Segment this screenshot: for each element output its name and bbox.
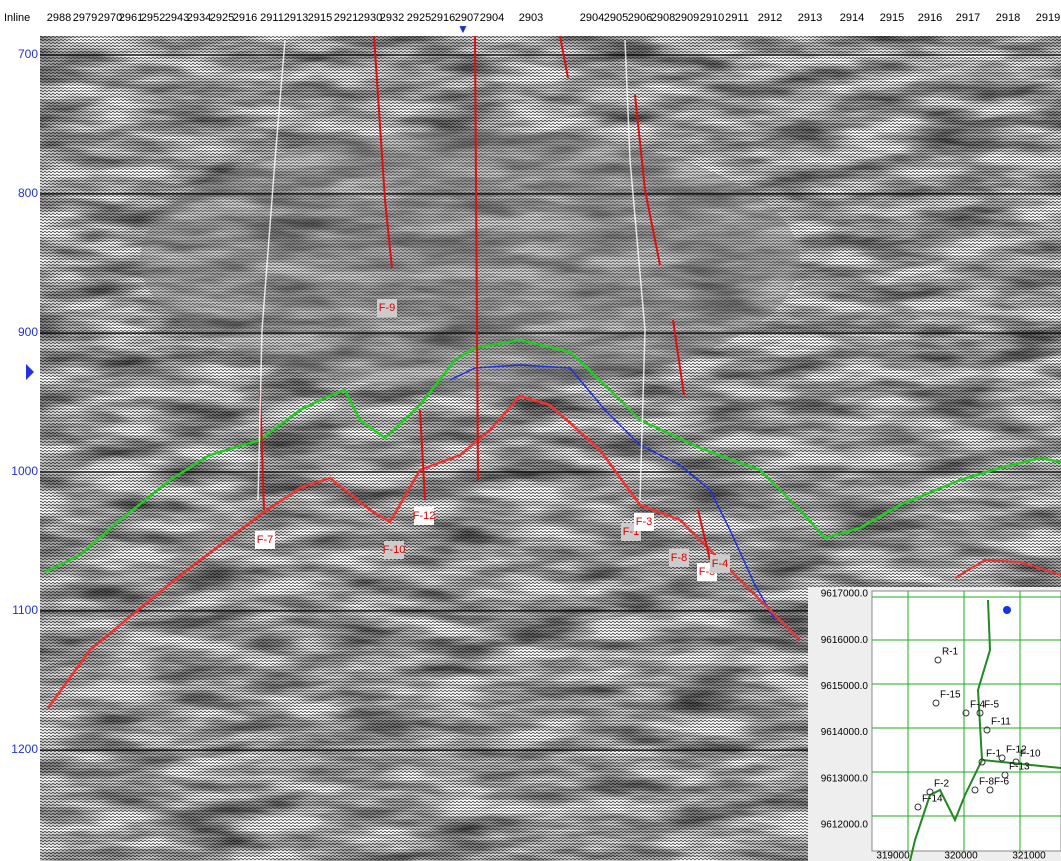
well-label: F-11: [991, 717, 1011, 728]
inline-label: 2916: [918, 12, 942, 24]
inline-label: 2952: [141, 12, 165, 24]
inline-label: 2916: [233, 12, 257, 24]
inline-label: 2912: [758, 12, 782, 24]
inline-label: 2930: [358, 12, 382, 24]
inline-label: 2904: [580, 12, 604, 24]
well-label: R-1: [942, 647, 959, 658]
depth-label: 700: [18, 47, 38, 61]
inline-label: 2916: [431, 12, 455, 24]
inline-label: 2932: [380, 12, 404, 24]
depth-label: 1100: [12, 603, 38, 617]
map-x-label: 320000: [944, 851, 978, 861]
well-label: F-10: [1020, 749, 1041, 760]
fault-label: F-10: [383, 544, 406, 556]
inline-label: 2905: [604, 12, 628, 24]
inline-label: 2943: [165, 12, 189, 24]
map-y-label: 9617000.0: [821, 589, 869, 600]
well-label: F-5: [984, 700, 999, 711]
inline-label: 2913: [284, 12, 308, 24]
well-label: F-2: [934, 779, 949, 790]
depth-marker: [26, 364, 34, 380]
inline-label: 2908: [651, 12, 675, 24]
map-y-label: 9616000.0: [821, 635, 869, 646]
map-y-label: 9612000.0: [821, 820, 869, 831]
depth-label: 1200: [11, 742, 38, 756]
platform: [1003, 606, 1011, 614]
inline-label: 2906: [628, 12, 652, 24]
inline-label: 2988: [47, 12, 71, 24]
inline-label: 2909: [675, 12, 699, 24]
fault-label: F-12: [413, 510, 436, 522]
current-marker: ▼: [457, 22, 469, 36]
depth-label: 800: [18, 186, 38, 200]
fault-label: F-8: [671, 552, 688, 564]
depth-label: 1000: [11, 464, 38, 478]
fault-label: F-4: [712, 558, 729, 570]
map-y-label: 9615000.0: [821, 681, 869, 692]
inline-label: 2903: [519, 12, 543, 24]
map-y-label: 9614000.0: [821, 727, 869, 738]
map-plot: [872, 591, 1061, 851]
fault-label: F-7: [257, 534, 274, 546]
well-label: F-8: [979, 777, 994, 788]
inline-label: 2911: [260, 12, 284, 24]
inline-label: 2921: [334, 12, 358, 24]
inline-label: 2934: [187, 12, 211, 24]
inset-map: 9617000.0 9616000.0 9615000.0 9614000.0 9613…: [808, 587, 1061, 861]
inline-label: 2917: [956, 12, 980, 24]
inline-label: 2915: [880, 12, 904, 24]
fault-label: F-3: [636, 516, 653, 528]
inline-label: 2914: [840, 12, 864, 24]
inline-label: 2979: [73, 12, 97, 24]
inline-label: 2918: [996, 12, 1020, 24]
well-label: F-15: [940, 690, 961, 701]
inline-label: 2910: [700, 12, 724, 24]
inline-label: 2961: [119, 12, 143, 24]
seismic-viewer: Inline2988297929702961295229432934292529…: [0, 0, 1061, 861]
map-x-label: 319000: [876, 851, 910, 861]
inline-label: 2925: [210, 12, 234, 24]
inline-label: 2904: [480, 12, 504, 24]
well-label: F-14: [922, 794, 943, 805]
inline-label: 2925: [407, 12, 431, 24]
depth-label: 900: [18, 325, 38, 339]
inline-label: 2911: [725, 12, 749, 24]
inline-label: 2913: [798, 12, 822, 24]
fault-label: F-9: [379, 302, 396, 314]
well-label: F-13: [1009, 762, 1030, 773]
well-label: F-6: [994, 777, 1009, 788]
axis-title: Inline: [4, 12, 30, 24]
inline-label: 2915: [308, 12, 332, 24]
map-x-label: 321000: [1012, 851, 1046, 861]
map-y-label: 9613000.0: [821, 773, 869, 784]
inline-label: 2919: [1036, 12, 1060, 24]
